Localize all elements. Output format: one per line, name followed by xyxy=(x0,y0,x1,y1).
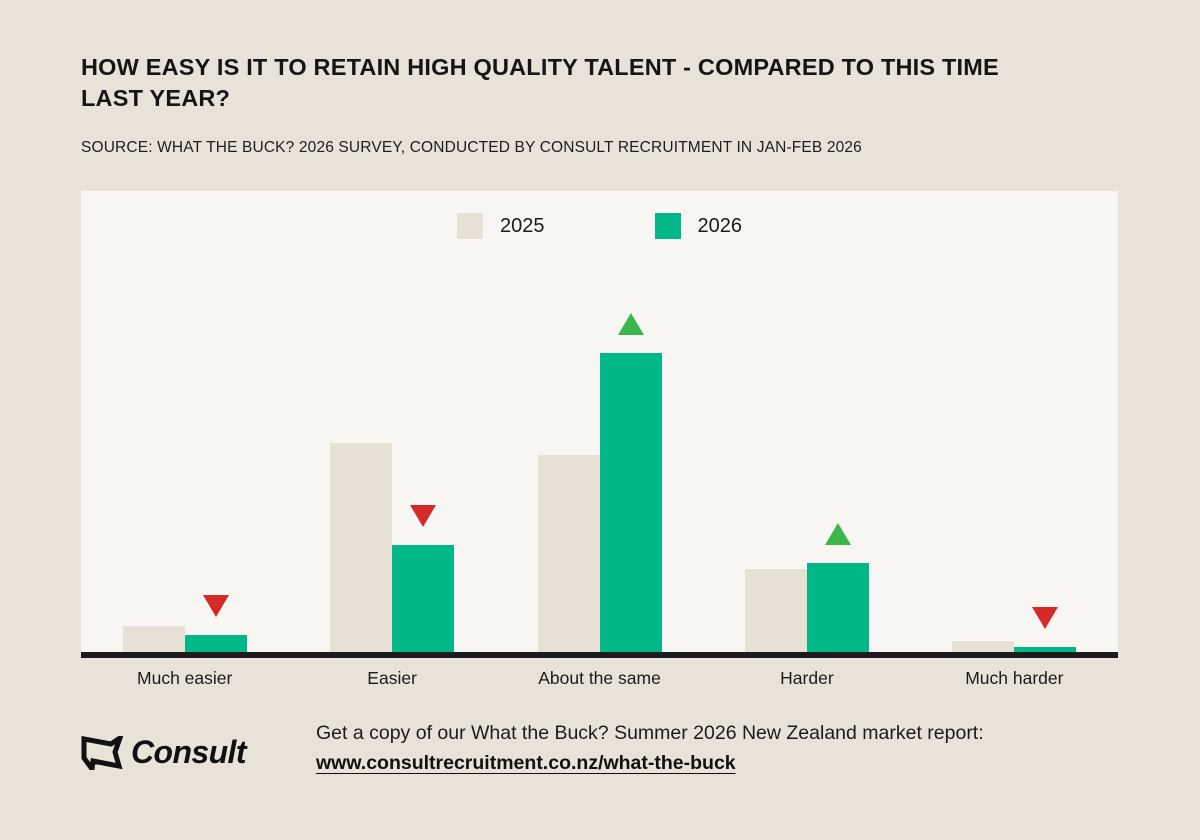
bar-2026-much-harder[interactable] xyxy=(1014,607,1077,653)
chart-source-subtitle: SOURCE: WHAT THE BUCK? 2026 SURVEY, COND… xyxy=(81,139,862,157)
bar-2025-much-easier[interactable] xyxy=(122,626,185,653)
header: HOW EASY IS IT TO RETAIN HIGH QUALITY TA… xyxy=(81,52,1121,157)
chart-plot-panel: 2025 2026 xyxy=(81,191,1118,653)
legend-swatch-2026 xyxy=(654,213,681,239)
trend-down-icon-much-harder xyxy=(1032,607,1059,629)
trend-up-icon-harder xyxy=(824,523,851,545)
bar-2025-much-harder[interactable] xyxy=(952,641,1015,653)
chart-legend: 2025 2026 xyxy=(81,213,1118,239)
legend-item-2025[interactable]: 2025 xyxy=(457,213,545,239)
bar-2026-about-the-same[interactable] xyxy=(599,313,662,653)
report-url-link[interactable]: www.consultrecruitment.co.nz/what-the-bu… xyxy=(316,751,736,774)
trend-down-icon-easier xyxy=(410,505,437,527)
x-axis-category-labels: Much easier Easier About the same Harder Muc… xyxy=(81,668,1118,689)
footer-cta-text: Get a copy of our What the Buck? Summer … xyxy=(316,722,984,744)
bar-2026-easier[interactable] xyxy=(392,505,455,653)
bar-group-about-the-same xyxy=(496,191,703,653)
bar-group-much-easier xyxy=(81,191,288,653)
bar-2025-about-the-same[interactable] xyxy=(537,455,600,653)
trend-down-icon-much-easier xyxy=(202,595,229,617)
legend-item-2026[interactable]: 2026 xyxy=(654,213,743,239)
x-axis-line xyxy=(81,652,1118,658)
bar-group-much-harder xyxy=(911,191,1118,653)
consult-logo: Consult xyxy=(81,731,313,776)
footer-text: Get a copy of our What the Buck? Summer … xyxy=(313,720,1121,777)
bar-2026-harder[interactable] xyxy=(806,523,869,653)
bar-2025-harder[interactable] xyxy=(744,569,807,653)
trend-up-icon-about-the-same xyxy=(617,313,644,335)
chart-plot-area xyxy=(81,191,1118,653)
page-title: HOW EASY IS IT TO RETAIN HIGH QUALITY TA… xyxy=(81,54,999,112)
category-label-harder: Harder xyxy=(780,668,834,688)
legend-swatch-2025 xyxy=(457,213,483,239)
category-label-easier: Easier xyxy=(367,668,417,688)
legend-label-2025: 2025 xyxy=(500,214,545,237)
category-label-much-harder: Much harder xyxy=(965,668,1064,688)
category-label-about-the-same: About the same xyxy=(538,668,661,688)
consult-speech-mark-icon xyxy=(81,731,125,776)
bar-groups xyxy=(81,191,1118,653)
bar-2025-easier[interactable] xyxy=(330,443,393,653)
footer: Consult Get a copy of our What the Buck?… xyxy=(81,720,1121,777)
bar-group-harder xyxy=(703,191,910,653)
bar-2026-much-easier[interactable] xyxy=(184,595,247,653)
brand-name: Consult xyxy=(131,734,247,770)
legend-label-2026: 2026 xyxy=(697,214,743,237)
bar-group-easier xyxy=(288,191,495,653)
category-label-much-easier: Much easier xyxy=(137,668,233,688)
